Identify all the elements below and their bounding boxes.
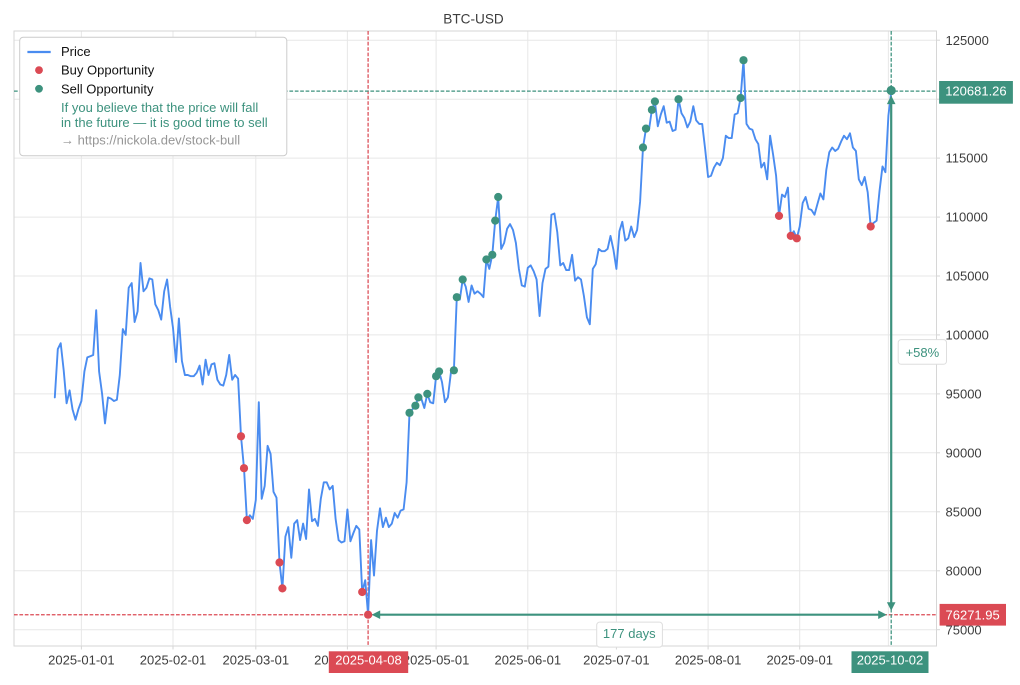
svg-text:If you believe that the price: If you believe that the price will fall <box>61 100 258 115</box>
svg-text:95000: 95000 <box>946 387 982 402</box>
svg-text:2025-03-01: 2025-03-01 <box>223 653 290 668</box>
svg-text:90000: 90000 <box>946 445 982 460</box>
svg-text:100000: 100000 <box>946 328 989 343</box>
svg-text:2025-06-01: 2025-06-01 <box>495 653 562 668</box>
svg-text:80000: 80000 <box>946 563 982 578</box>
svg-text:→ https://nickola.dev/stock-bu: → https://nickola.dev/stock-bull <box>61 133 240 148</box>
svg-text:177 days: 177 days <box>603 626 656 641</box>
svg-text:2025-08-01: 2025-08-01 <box>675 653 742 668</box>
svg-text:75000: 75000 <box>946 622 982 637</box>
svg-text:115000: 115000 <box>946 151 988 166</box>
svg-text:110000: 110000 <box>946 210 988 225</box>
svg-text:2025-07-01: 2025-07-01 <box>583 653 650 668</box>
svg-text:120681.26: 120681.26 <box>945 83 1006 98</box>
svg-text:Sell Opportunity: Sell Opportunity <box>61 81 154 96</box>
svg-text:2025-02-01: 2025-02-01 <box>140 653 207 668</box>
svg-text:85000: 85000 <box>946 504 982 519</box>
svg-text:2025-01-01: 2025-01-01 <box>48 653 115 668</box>
svg-text:Buy Opportunity: Buy Opportunity <box>61 63 155 78</box>
svg-text:in the future — it is good tim: in the future — it is good time to sell <box>61 115 268 130</box>
svg-text:2025-05-01: 2025-05-01 <box>403 653 470 668</box>
svg-text:105000: 105000 <box>946 269 989 284</box>
svg-text:2025-09-01: 2025-09-01 <box>766 653 833 668</box>
svg-text:Price: Price <box>61 44 91 59</box>
svg-text:2025-04-08: 2025-04-08 <box>335 653 402 668</box>
svg-text:76271.95: 76271.95 <box>946 607 1000 622</box>
svg-text:+58%: +58% <box>906 345 940 360</box>
svg-text:2025-10-02: 2025-10-02 <box>857 653 924 668</box>
svg-text:BTC-USD: BTC-USD <box>443 11 504 26</box>
svg-text:125000: 125000 <box>946 33 989 48</box>
